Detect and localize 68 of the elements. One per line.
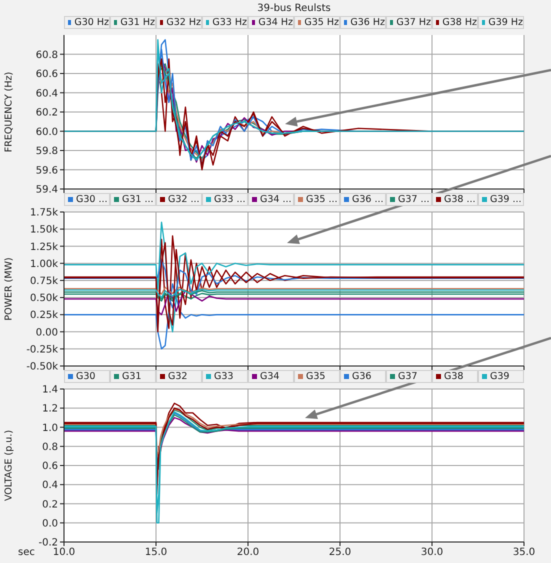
x-axis-title: sec: [18, 547, 35, 558]
legend-label: G38 ...: [444, 194, 476, 205]
y-tick-label: 60.8: [36, 50, 58, 61]
y-axis-title: POWER (MW): [3, 257, 14, 321]
x-tick-label: 20.0: [236, 547, 260, 558]
y-tick-label: 1.50k: [30, 224, 58, 236]
y-tick-label: 0.25k: [30, 310, 58, 322]
x-tick-label: 35.0: [512, 547, 536, 558]
y-tick-label: 0.2: [42, 499, 58, 510]
legend-label: G31: [122, 371, 142, 382]
legend-label: G32 Hz: [166, 17, 201, 28]
legend-label: G33: [214, 371, 234, 382]
y-tick-label: 1.2: [42, 404, 58, 415]
y-tick-label: 60.4: [36, 88, 58, 100]
y-tick-label: 59.8: [36, 146, 58, 158]
legend-label: G33 Hz: [212, 17, 247, 28]
x-tick-label: 15.0: [144, 547, 168, 558]
chart-title: 39-bus Reulsts: [256, 2, 332, 16]
legend-label: G32 ...: [168, 194, 200, 205]
legend-label: G36: [352, 371, 372, 382]
legend-label: G35 Hz: [304, 17, 339, 28]
y-tick-label: 0.75k: [30, 276, 58, 287]
legend-label: G34 ...: [260, 194, 292, 205]
y-tick-label: 0.4: [42, 480, 58, 492]
legend-label: G37 ...: [398, 194, 430, 205]
legend-label: G31 Hz: [120, 17, 155, 28]
y-tick-label: 1.75k: [30, 208, 58, 219]
legend-label: G36 Hz: [350, 17, 385, 28]
legend-label: G36 ...: [352, 194, 384, 205]
y-tick-label: 60.0: [36, 126, 58, 138]
y-tick-label: 60.6: [36, 69, 58, 80]
y-tick-label: -0.2: [38, 538, 58, 549]
y-tick-label: 1.4: [42, 384, 58, 396]
legend-label: G33 ...: [214, 194, 246, 205]
y-tick-label: 59.4: [36, 184, 58, 196]
legend-label: G37: [398, 371, 418, 382]
legend-label: G35 ...: [306, 194, 338, 205]
legend-label: G30: [76, 371, 96, 382]
y-tick-label: 0.50k: [30, 293, 58, 304]
y-tick-label: 1.25k: [30, 242, 58, 253]
legend-label: G34: [260, 371, 280, 382]
y-tick-label: -0.50k: [26, 362, 58, 373]
legend-label: G39 ...: [490, 194, 522, 205]
y-tick-label: 0.00: [36, 327, 58, 338]
legend-label: G39: [490, 371, 510, 382]
legend-label: G39 Hz: [488, 17, 523, 28]
y-tick-label: 59.6: [36, 165, 58, 176]
legend-label: G30 ...: [76, 194, 108, 205]
legend-label: G38 Hz: [442, 17, 477, 28]
y-tick-label: 60.2: [36, 108, 58, 119]
y-axis-title: VOLTAGE (p.u.): [3, 430, 14, 502]
legend-label: G38: [444, 371, 464, 382]
legend-label: G37 Hz: [396, 17, 431, 28]
x-tick-label: 30.0: [420, 547, 444, 558]
y-tick-label: 0.0: [42, 518, 58, 530]
legend-label: G32: [168, 371, 188, 382]
x-tick-label: 10.0: [52, 547, 76, 558]
y-tick-label: 0.8: [42, 442, 58, 453]
legend-label: G35: [306, 371, 326, 382]
legend-label: G30 Hz: [74, 17, 109, 28]
y-axis-title: FREQUENCY (Hz): [3, 72, 14, 152]
y-tick-label: 0.6: [42, 461, 58, 472]
y-tick-label: 1.00k: [30, 258, 58, 270]
x-tick-label: 25.0: [328, 547, 352, 558]
legend-label: G31 ...: [122, 194, 154, 205]
y-tick-label: 1.0: [42, 422, 58, 434]
y-tick-label: -0.25k: [26, 344, 58, 356]
legend-label: G34 Hz: [258, 17, 293, 28]
